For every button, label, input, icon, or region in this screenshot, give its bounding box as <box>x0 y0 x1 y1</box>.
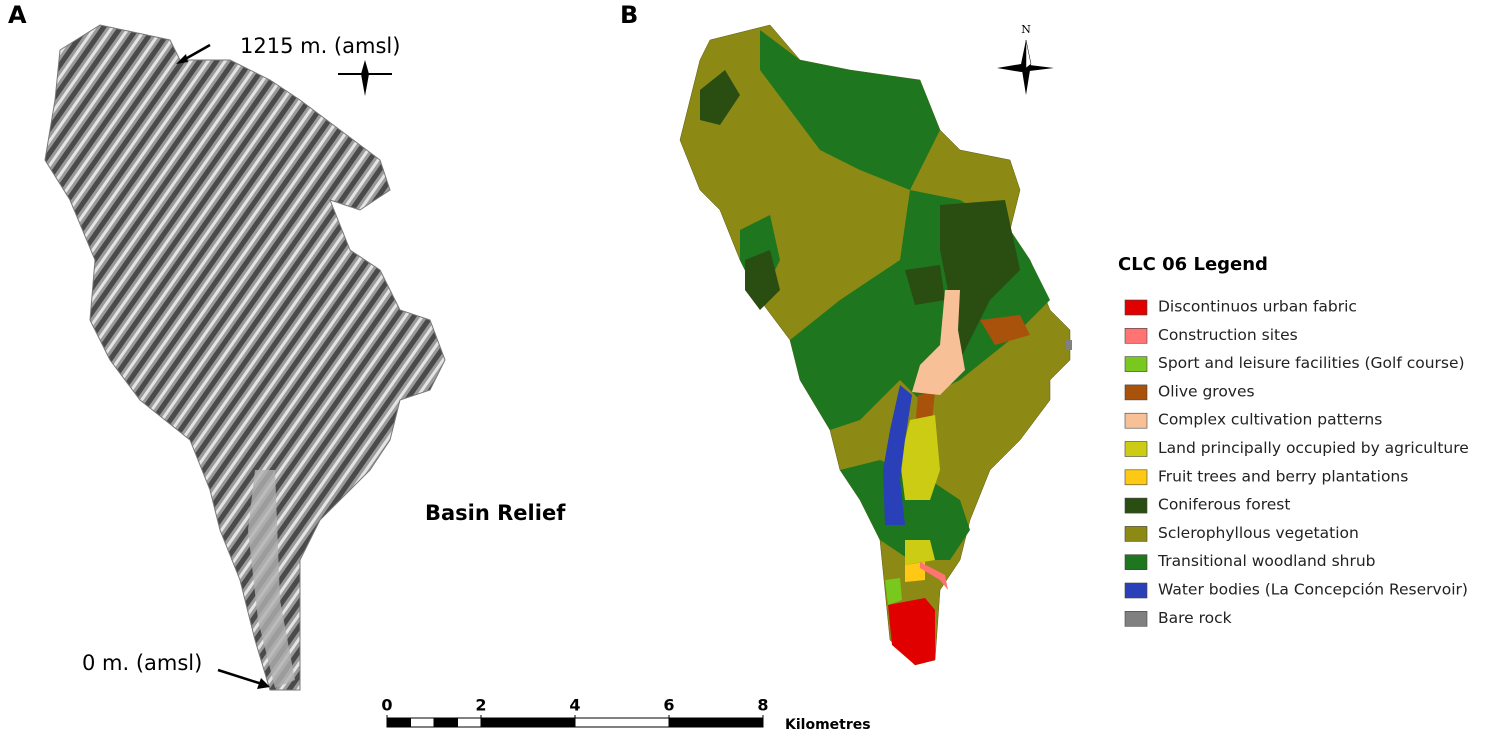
legend-label: Fruit trees and berry plantations <box>1158 467 1408 485</box>
legend-label: Bare rock <box>1158 609 1232 627</box>
land-cover-patch <box>700 70 740 125</box>
scale-unit: Kilometres <box>785 717 871 733</box>
scale-segment <box>386 717 411 728</box>
scale-segment <box>574 717 670 728</box>
annotation: 0 m. (amsl) <box>82 651 202 675</box>
arrow-head <box>176 54 188 64</box>
legend-swatch <box>1124 412 1148 429</box>
legend-label: Coniferous forest <box>1158 496 1290 514</box>
legend-swatch <box>1124 441 1148 457</box>
land-cover-patch <box>1066 340 1072 350</box>
land-cover-patch <box>905 265 945 305</box>
legend-swatch <box>1124 384 1148 401</box>
compass <box>997 39 1054 95</box>
scale-label: 8 <box>757 696 768 715</box>
scale-segment <box>410 717 435 728</box>
legend-label: Transitional woodland shrub <box>1157 552 1376 570</box>
legend-label: Sclerophyllous vegetation <box>1158 524 1359 542</box>
land-cover-patch <box>745 250 780 310</box>
legend-label: Discontinuos urban fabric <box>1158 298 1357 316</box>
scale-segment <box>457 717 482 728</box>
arrow <box>217 668 263 686</box>
legend-label: Land principally occupied by agriculture <box>1158 439 1469 457</box>
scale-bar: 0 2 4 6 8 Kilometres <box>381 696 870 734</box>
land-cover-patch <box>760 30 940 190</box>
legend-title: CLC 06 Legend <box>1118 254 1268 275</box>
relief-basin <box>44 24 446 691</box>
legend-swatch <box>1124 554 1148 571</box>
legend-swatch <box>1124 356 1148 372</box>
annotation: 1215 m. (amsl) <box>240 34 400 58</box>
legend-swatch <box>1124 526 1148 542</box>
legend-swatch <box>1124 327 1148 344</box>
legend-label: Construction sites <box>1158 326 1298 344</box>
legend-swatch <box>1124 469 1148 486</box>
land-cover-patch <box>912 290 965 395</box>
scale-label: 6 <box>663 696 674 715</box>
legend-swatch <box>1124 299 1148 316</box>
legend-label: Complex cultivation patterns <box>1158 411 1382 429</box>
land-cover-patch <box>905 540 935 565</box>
land-cover-patch <box>940 200 1020 360</box>
land-cover-patch <box>840 460 970 560</box>
valley <box>248 470 295 688</box>
legend-swatch <box>1124 582 1148 599</box>
land-cover-patch <box>980 315 1030 345</box>
panel-label: B <box>620 1 638 29</box>
land-cover-patch <box>885 578 902 605</box>
land-cover-patch <box>888 598 935 665</box>
scale-label: 0 <box>381 696 392 715</box>
arrow-head <box>257 678 270 689</box>
panel-title: Basin Relief <box>425 501 566 525</box>
scale-segment <box>433 717 458 728</box>
scale-segment <box>668 717 764 728</box>
scale-label: 4 <box>569 696 580 715</box>
legend: Discontinuos urban fabric Construction si… <box>1124 298 1469 627</box>
legend-swatch <box>1124 610 1148 627</box>
land-cover-patch <box>883 385 912 525</box>
legend-label: Sport and leisure facilities (Golf cours… <box>1158 354 1465 372</box>
legend-swatch <box>1124 497 1148 514</box>
legend-label: Olive groves <box>1158 382 1255 400</box>
land-cover-patch <box>900 415 940 500</box>
scale-label: 2 <box>475 696 486 715</box>
compass-small <box>338 60 392 96</box>
legend-label: Water bodies (La Concepción Reservoir) <box>1158 581 1468 599</box>
land-cover-patch <box>920 562 948 590</box>
north-label: N <box>1021 23 1031 36</box>
scale-segment <box>480 717 576 728</box>
panel-label: A <box>8 1 27 29</box>
